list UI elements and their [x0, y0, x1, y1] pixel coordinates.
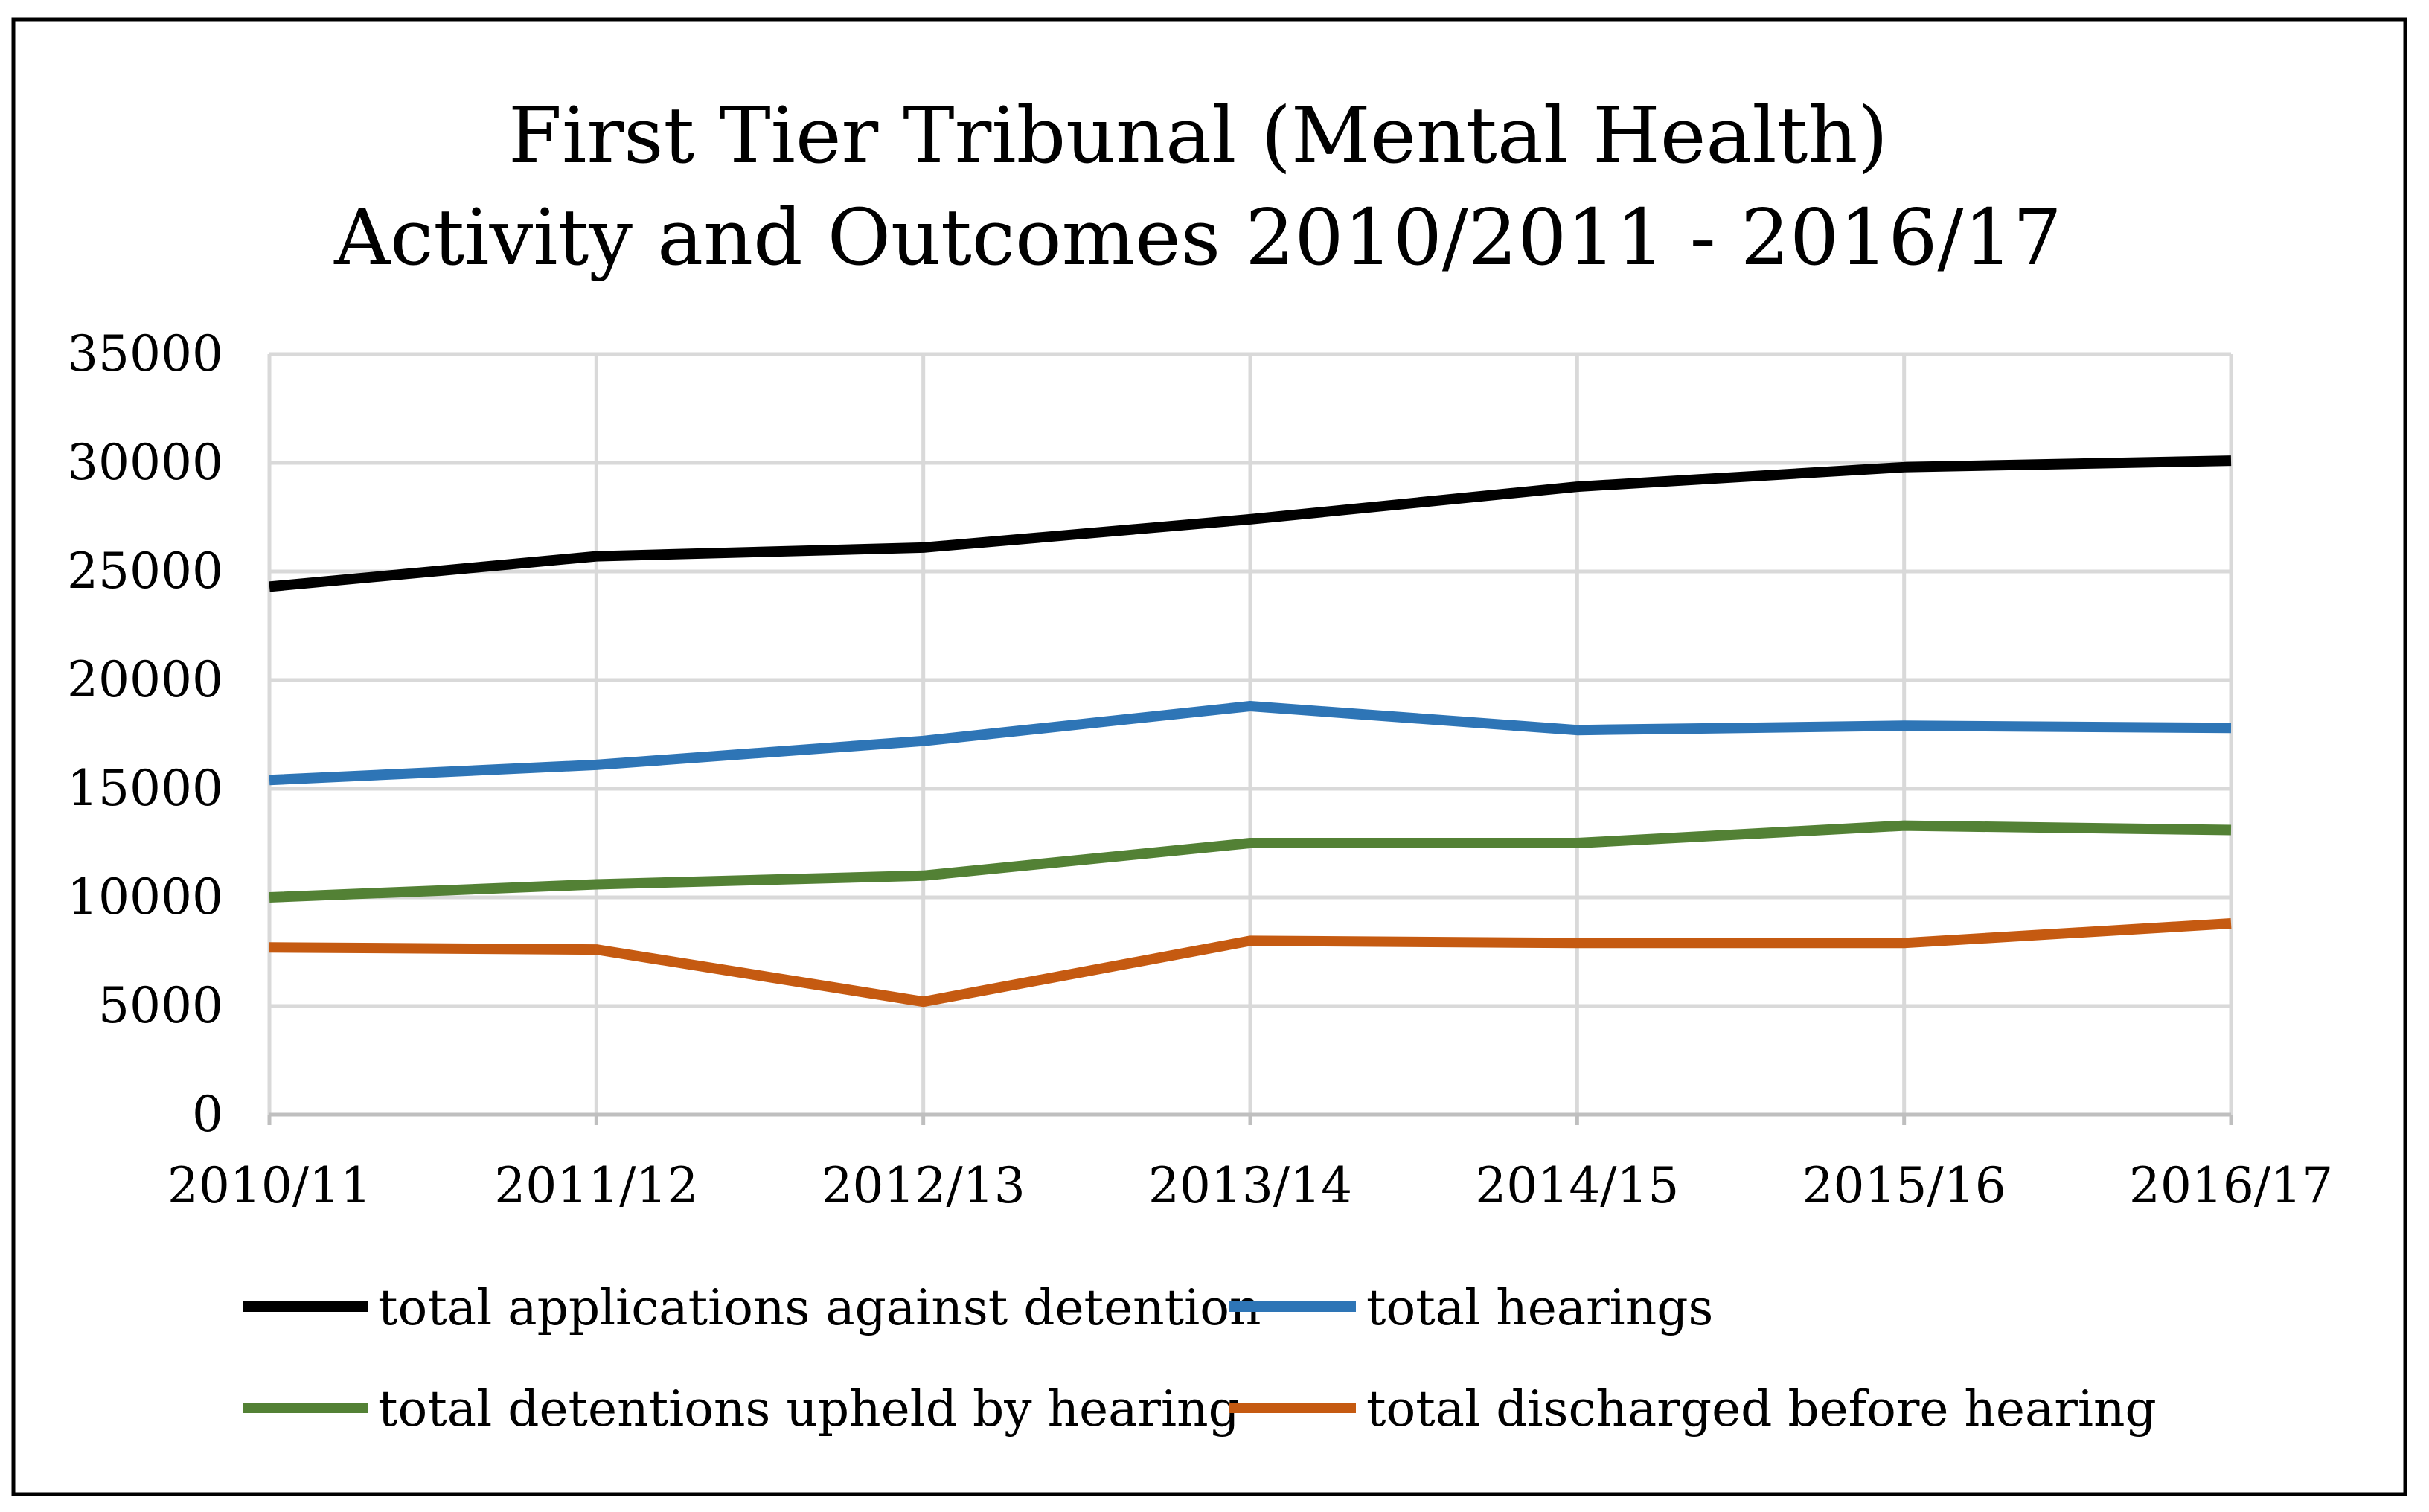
chart-border — [11, 17, 2407, 1496]
y-axis-tick-labels: 0 5000 10000 15000 20000 25000 30000 35000 — [67, 325, 223, 1143]
x-axis-tick-label: 2012/13 — [822, 1157, 1025, 1214]
y-axis-tick-label: 35000 — [67, 325, 223, 382]
x-axis-tick-label: 2015/16 — [1802, 1157, 2006, 1214]
x-axis-tick-label: 2013/14 — [1148, 1157, 1352, 1214]
y-axis-tick-label: 25000 — [67, 542, 223, 600]
x-axis-tick-label: 2014/15 — [1475, 1157, 1679, 1214]
y-axis-tick-label: 30000 — [67, 434, 223, 491]
x-axis-tick-label: 2016/17 — [2129, 1157, 2333, 1214]
y-axis-tick-label: 10000 — [67, 868, 223, 926]
y-axis-tick-label: 0 — [192, 1086, 223, 1143]
chart-title-line-1: First Tier Tribunal (Mental Health) — [508, 90, 1888, 181]
chart-axes — [267, 1112, 2233, 1125]
x-axis-tick-label: 2010/11 — [167, 1157, 371, 1214]
y-axis-tick-label: 15000 — [67, 760, 223, 817]
legend-label-2: total hearings — [1366, 1279, 1713, 1336]
legend-label-1: total applications against detention — [378, 1279, 1261, 1336]
chart-title-line-2: Activity and Outcomes 2010/2011 - 2016/1… — [333, 192, 2062, 283]
y-axis-tick-label: 5000 — [98, 977, 223, 1034]
y-axis-tick-label: 20000 — [67, 651, 223, 708]
chart-series-lines — [269, 455, 2232, 1008]
x-axis-tick-label: 2011/12 — [494, 1157, 698, 1214]
legend-label-3: total detentions upheld by hearing — [378, 1380, 1240, 1438]
chart-legend: total applications against detention tota… — [243, 1279, 2157, 1438]
legend-label-4: total discharged before hearing — [1366, 1380, 2157, 1438]
x-axis-tick-labels: 2010/11 2011/12 2012/13 2013/14 2014/15 2015/… — [167, 1157, 2333, 1214]
